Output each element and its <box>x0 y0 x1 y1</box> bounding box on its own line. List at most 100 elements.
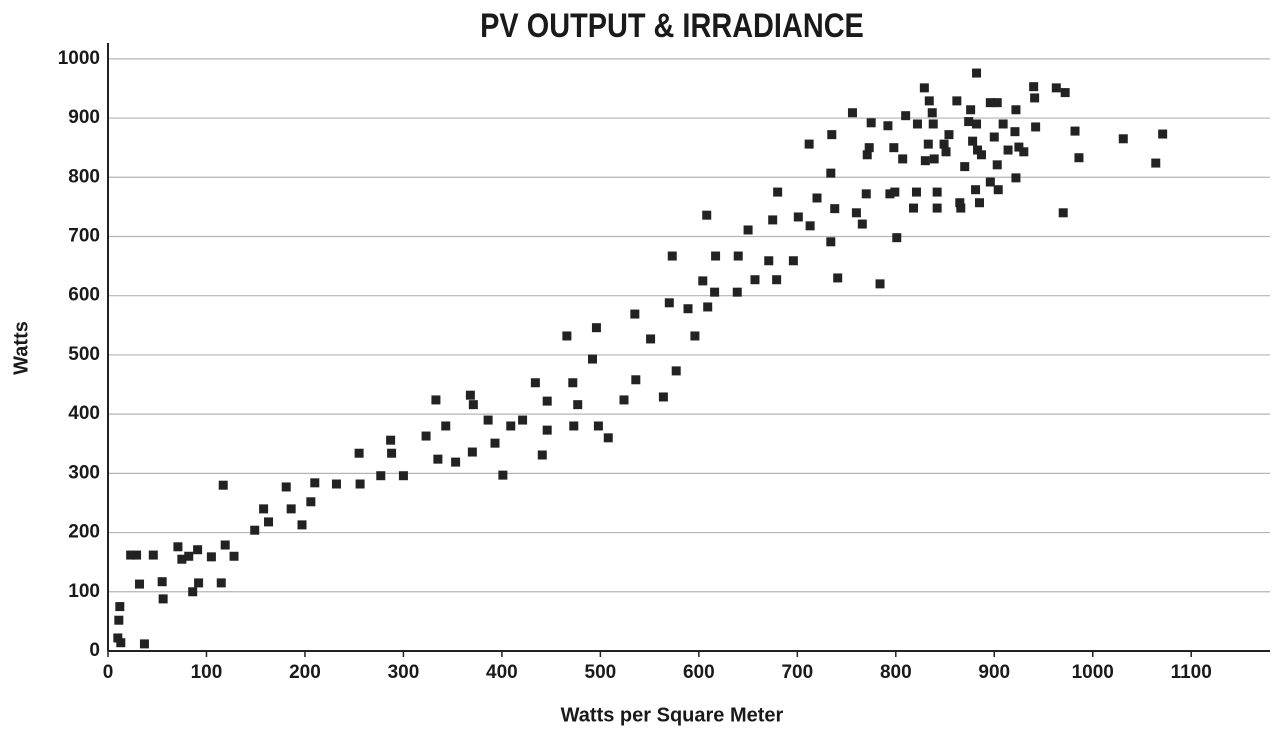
point <box>173 542 183 552</box>
point <box>387 448 397 458</box>
point <box>355 479 365 489</box>
point <box>148 550 158 560</box>
point <box>1019 147 1029 157</box>
point <box>768 215 778 225</box>
point <box>562 331 572 341</box>
point <box>306 497 316 507</box>
point <box>506 421 516 431</box>
point <box>569 421 579 431</box>
point <box>286 504 296 514</box>
point <box>827 130 837 140</box>
point <box>421 431 431 441</box>
point <box>861 189 871 199</box>
point <box>805 221 815 231</box>
point <box>989 132 999 142</box>
point <box>703 302 713 312</box>
point <box>992 98 1002 108</box>
point <box>113 633 123 643</box>
point <box>928 119 938 129</box>
point <box>968 136 978 146</box>
point <box>177 554 187 564</box>
point <box>1010 127 1020 137</box>
y-tick-label: 100 <box>68 581 100 602</box>
point <box>883 121 893 131</box>
point <box>941 147 951 157</box>
point <box>664 298 674 308</box>
point <box>135 579 145 589</box>
point <box>603 433 613 443</box>
x-tick-label: 600 <box>683 662 715 683</box>
point <box>864 143 874 153</box>
y-tick-label: 0 <box>89 640 100 661</box>
x-tick-label: 1000 <box>1072 662 1114 683</box>
point <box>591 323 601 333</box>
point <box>587 354 597 364</box>
x-tick-label: 200 <box>289 662 321 683</box>
point <box>964 117 974 127</box>
point <box>866 118 876 128</box>
point <box>1003 145 1013 155</box>
point <box>698 276 708 286</box>
y-tick-label: 500 <box>68 344 100 365</box>
point <box>331 479 341 489</box>
y-tick-label: 700 <box>68 226 100 247</box>
x-tick-label: 900 <box>978 662 1010 683</box>
point <box>764 256 774 266</box>
point <box>441 421 451 431</box>
x-tick-label: 0 <box>103 662 114 683</box>
point <box>992 160 1002 170</box>
x-tick-label: 400 <box>486 662 518 683</box>
y-tick-label: 900 <box>68 107 100 128</box>
point <box>433 454 443 464</box>
point <box>1158 129 1168 139</box>
point <box>924 96 934 106</box>
point <box>998 119 1008 129</box>
chart-title: PV OUTPUT & IRRADIANCE <box>480 6 864 45</box>
point <box>826 168 836 178</box>
point <box>157 577 167 587</box>
point <box>804 139 814 149</box>
point <box>1060 88 1070 98</box>
point <box>593 421 603 431</box>
point <box>862 150 872 160</box>
point <box>1030 93 1040 103</box>
point <box>646 334 656 344</box>
point <box>376 471 386 481</box>
point <box>310 478 320 488</box>
point <box>568 378 578 388</box>
point <box>909 203 919 213</box>
point <box>890 187 900 197</box>
point <box>772 275 782 285</box>
point <box>398 471 408 481</box>
point <box>857 219 867 229</box>
point <box>542 425 552 435</box>
point <box>847 108 857 118</box>
point <box>139 639 149 649</box>
y-tick-label: 300 <box>68 462 100 483</box>
point <box>972 68 982 78</box>
point <box>773 187 783 197</box>
point <box>1151 158 1161 168</box>
point <box>216 578 226 588</box>
point <box>1011 105 1021 115</box>
point <box>1029 82 1039 92</box>
point <box>851 208 861 218</box>
point <box>702 210 712 220</box>
point <box>889 143 899 153</box>
point <box>184 551 194 561</box>
point <box>667 251 677 261</box>
point <box>1014 142 1024 152</box>
point <box>218 480 228 490</box>
point <box>920 156 930 166</box>
point <box>465 390 475 400</box>
point <box>966 105 976 115</box>
point <box>671 366 681 376</box>
point <box>354 448 364 458</box>
point <box>690 331 700 341</box>
point <box>960 162 970 172</box>
point <box>826 237 836 247</box>
point <box>115 602 125 612</box>
point <box>932 203 942 213</box>
point <box>901 111 911 121</box>
